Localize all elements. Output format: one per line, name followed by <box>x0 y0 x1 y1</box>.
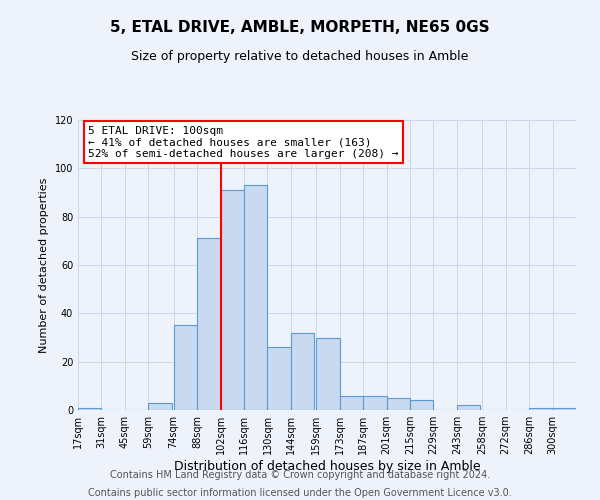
Bar <box>553 408 576 410</box>
Text: 5 ETAL DRIVE: 100sqm
← 41% of detached houses are smaller (163)
52% of semi-deta: 5 ETAL DRIVE: 100sqm ← 41% of detached h… <box>88 126 398 159</box>
Bar <box>244 185 268 410</box>
Bar <box>268 347 291 410</box>
Bar <box>78 408 101 410</box>
Text: Size of property relative to detached houses in Amble: Size of property relative to detached ho… <box>131 50 469 63</box>
Bar <box>197 238 221 410</box>
Bar <box>340 396 363 410</box>
Bar <box>221 190 244 410</box>
Text: Contains public sector information licensed under the Open Government Licence v3: Contains public sector information licen… <box>88 488 512 498</box>
Bar <box>291 332 314 410</box>
X-axis label: Distribution of detached houses by size in Amble: Distribution of detached houses by size … <box>173 460 481 473</box>
Bar <box>457 405 481 410</box>
Text: Contains HM Land Registry data © Crown copyright and database right 2024.: Contains HM Land Registry data © Crown c… <box>110 470 490 480</box>
Text: 5, ETAL DRIVE, AMBLE, MORPETH, NE65 0GS: 5, ETAL DRIVE, AMBLE, MORPETH, NE65 0GS <box>110 20 490 35</box>
Bar <box>410 400 433 410</box>
Bar <box>386 398 410 410</box>
Bar <box>173 326 197 410</box>
Bar <box>148 403 172 410</box>
Bar <box>529 408 553 410</box>
Bar <box>316 338 340 410</box>
Bar <box>363 396 386 410</box>
Y-axis label: Number of detached properties: Number of detached properties <box>39 178 49 352</box>
